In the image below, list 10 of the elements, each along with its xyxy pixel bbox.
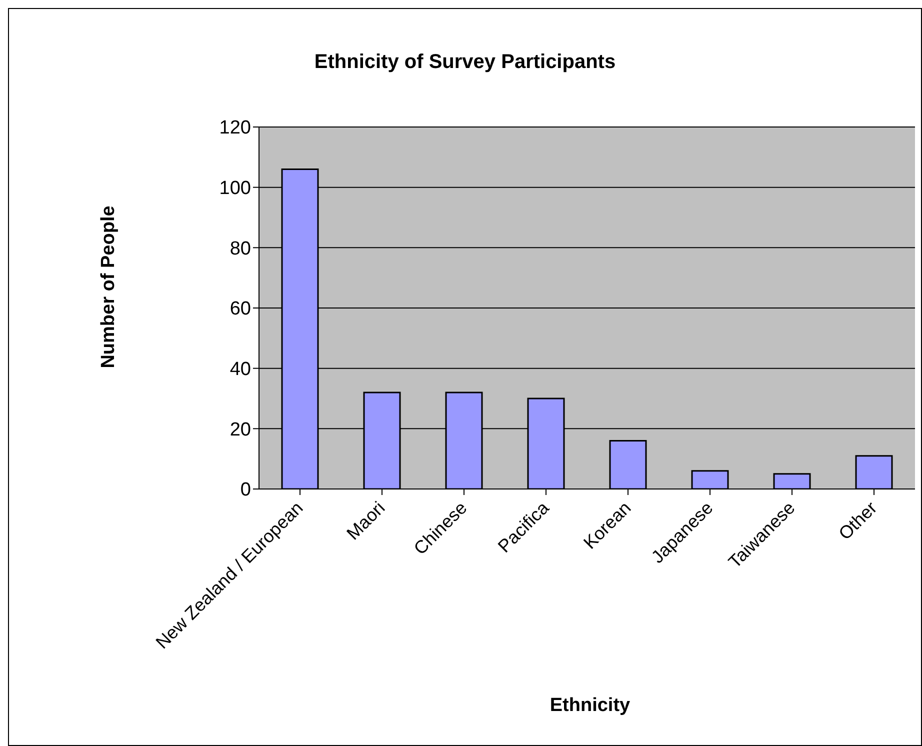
x-axis-title: Ethnicity [548, 695, 632, 717]
y-tick-label: 80 [230, 238, 251, 260]
y-tick-label: 0 [240, 480, 251, 501]
y-tick-label: 120 [219, 118, 251, 139]
y-axis-title: Number of People [98, 206, 120, 368]
y-tick-label: 100 [219, 178, 251, 200]
y-tick-label: 20 [230, 419, 251, 440]
y-tick-label: 40 [230, 359, 251, 380]
y-tick-label: 60 [230, 298, 251, 320]
chart-title: Ethnicity of Survey Participants [313, 51, 617, 74]
